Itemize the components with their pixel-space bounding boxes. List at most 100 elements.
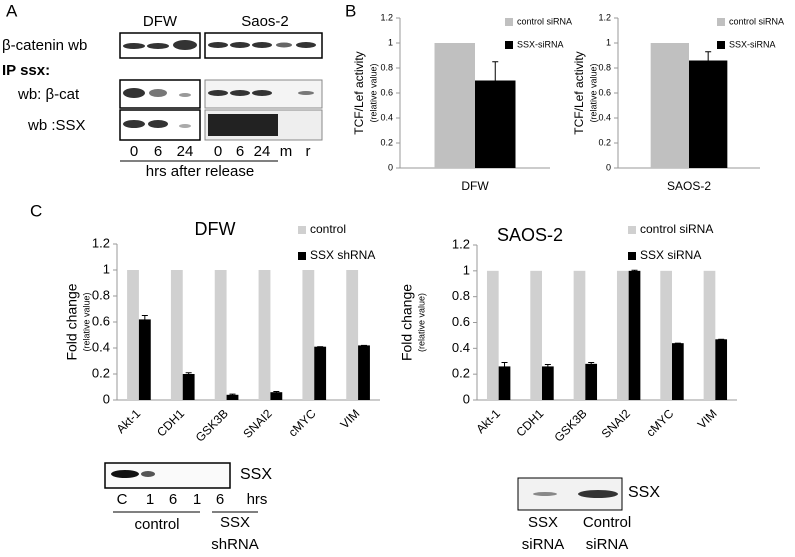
legend-swatch bbox=[505, 18, 513, 26]
lane-label: 6 bbox=[169, 491, 177, 508]
y-axis-label: Fold change bbox=[399, 284, 415, 361]
error-bar bbox=[501, 362, 508, 371]
bar bbox=[434, 43, 475, 168]
legend-label: control bbox=[310, 222, 346, 236]
legend-label: SSX siRNA bbox=[640, 248, 701, 262]
cell-line: Saos-2 bbox=[241, 13, 289, 30]
legend-label: SSX shRNA bbox=[310, 248, 375, 262]
x-tick-label: CDH1 bbox=[513, 406, 546, 439]
legend-label: SSX-siRNA bbox=[729, 39, 776, 49]
error-bar bbox=[141, 315, 148, 324]
x-tick-label: VIM bbox=[695, 406, 720, 431]
y-tick-label: 0.6 bbox=[380, 87, 393, 97]
lane-label: hrs bbox=[247, 491, 268, 508]
legend-swatch bbox=[717, 41, 725, 49]
bar bbox=[486, 270, 499, 400]
group-label: siRNA bbox=[586, 536, 629, 553]
y-tick-label: 1.2 bbox=[380, 12, 393, 22]
x-tick-label: Akt-1 bbox=[114, 406, 144, 436]
y-tick-label: 0.6 bbox=[92, 313, 110, 328]
y-tick-label: 0.4 bbox=[92, 339, 110, 354]
legend-swatch bbox=[505, 41, 513, 49]
bar bbox=[530, 270, 542, 400]
legend-label: control siRNA bbox=[517, 16, 572, 26]
y-axis-label: (relative value) bbox=[588, 63, 598, 122]
x-tick-label: DFW bbox=[461, 179, 489, 193]
legend-swatch bbox=[717, 18, 725, 26]
y-tick-label: 1.2 bbox=[92, 235, 110, 250]
y-axis-label: (relative value) bbox=[81, 292, 91, 351]
y-axis-label: (relative value) bbox=[416, 293, 426, 352]
bar bbox=[498, 366, 511, 400]
lane-label: 24 bbox=[177, 143, 194, 160]
legend-label: control siRNA bbox=[729, 16, 784, 26]
y-tick-label: 0.8 bbox=[452, 288, 470, 303]
y-tick-label: 0 bbox=[388, 162, 393, 172]
legend-swatch bbox=[298, 252, 306, 260]
y-tick-label: 0.6 bbox=[452, 314, 470, 329]
axis-label: hrs after release bbox=[146, 163, 254, 180]
blot-band bbox=[141, 471, 155, 477]
y-tick-label: 1 bbox=[606, 37, 611, 47]
blot-label: SSX bbox=[628, 484, 660, 501]
error-bar bbox=[273, 391, 280, 393]
x-tick-label: Akt-1 bbox=[473, 406, 503, 436]
error-bar bbox=[229, 393, 236, 396]
legend-label: SSX-siRNA bbox=[517, 39, 564, 49]
y-tick-label: 0.2 bbox=[92, 365, 110, 380]
error-bar bbox=[588, 362, 595, 366]
y-tick-label: 0.6 bbox=[598, 87, 611, 97]
bar bbox=[346, 270, 359, 400]
y-tick-label: 1 bbox=[388, 37, 393, 47]
bar bbox=[138, 319, 151, 400]
error-bar bbox=[631, 269, 638, 272]
bar bbox=[672, 343, 684, 400]
y-axis-label: (relative value) bbox=[368, 63, 378, 122]
group-label: control bbox=[134, 516, 179, 533]
lane-label: 6 bbox=[236, 143, 244, 160]
x-tick-label: cMYC bbox=[286, 406, 319, 439]
y-tick-label: 0.8 bbox=[380, 62, 393, 72]
lane-label: 1 bbox=[146, 491, 154, 508]
bar bbox=[226, 394, 239, 400]
y-tick-label: 0.8 bbox=[92, 287, 110, 302]
group-label: shRNA bbox=[211, 536, 259, 553]
lane-label: C bbox=[117, 491, 128, 508]
x-tick-label: GSK3B bbox=[551, 406, 589, 444]
legend-label: control siRNA bbox=[640, 222, 713, 236]
x-tick-label: SNAI2 bbox=[599, 406, 634, 441]
y-tick-label: 0.2 bbox=[452, 366, 470, 381]
x-tick-label: cMYC bbox=[643, 406, 676, 439]
blot-band bbox=[578, 490, 618, 498]
bar bbox=[715, 339, 728, 400]
bar bbox=[542, 366, 554, 400]
x-tick-label: CDH1 bbox=[154, 406, 187, 439]
row-label: β-catenin wb bbox=[2, 37, 87, 54]
bar bbox=[650, 43, 689, 168]
group-label: siRNA bbox=[522, 536, 565, 553]
bar bbox=[616, 270, 629, 400]
bar bbox=[660, 270, 672, 400]
lane-label: 6 bbox=[154, 143, 162, 160]
group-label: SSX bbox=[528, 514, 558, 531]
error-bar bbox=[185, 372, 192, 376]
x-tick-label: VIM bbox=[337, 406, 362, 431]
row-label: wb :SSX bbox=[27, 117, 86, 134]
bar bbox=[214, 270, 227, 400]
bar bbox=[585, 363, 598, 400]
y-tick-label: 0 bbox=[606, 162, 611, 172]
y-tick-label: 0.4 bbox=[380, 112, 393, 122]
lane-label: 1 bbox=[193, 491, 201, 508]
legend-swatch bbox=[298, 226, 306, 234]
y-tick-label: 0.2 bbox=[380, 137, 393, 147]
y-axis-label: Fold change bbox=[64, 283, 80, 360]
blot-label: SSX bbox=[240, 466, 272, 483]
blot bbox=[119, 32, 323, 141]
panel-label: A bbox=[6, 1, 18, 20]
y-tick-label: 0.4 bbox=[452, 340, 470, 355]
x-tick-label: SAOS-2 bbox=[667, 179, 711, 193]
error-bar bbox=[492, 61, 499, 100]
error-bar bbox=[544, 363, 551, 369]
chart-title: DFW bbox=[195, 219, 236, 239]
lane-label: r bbox=[306, 143, 311, 160]
